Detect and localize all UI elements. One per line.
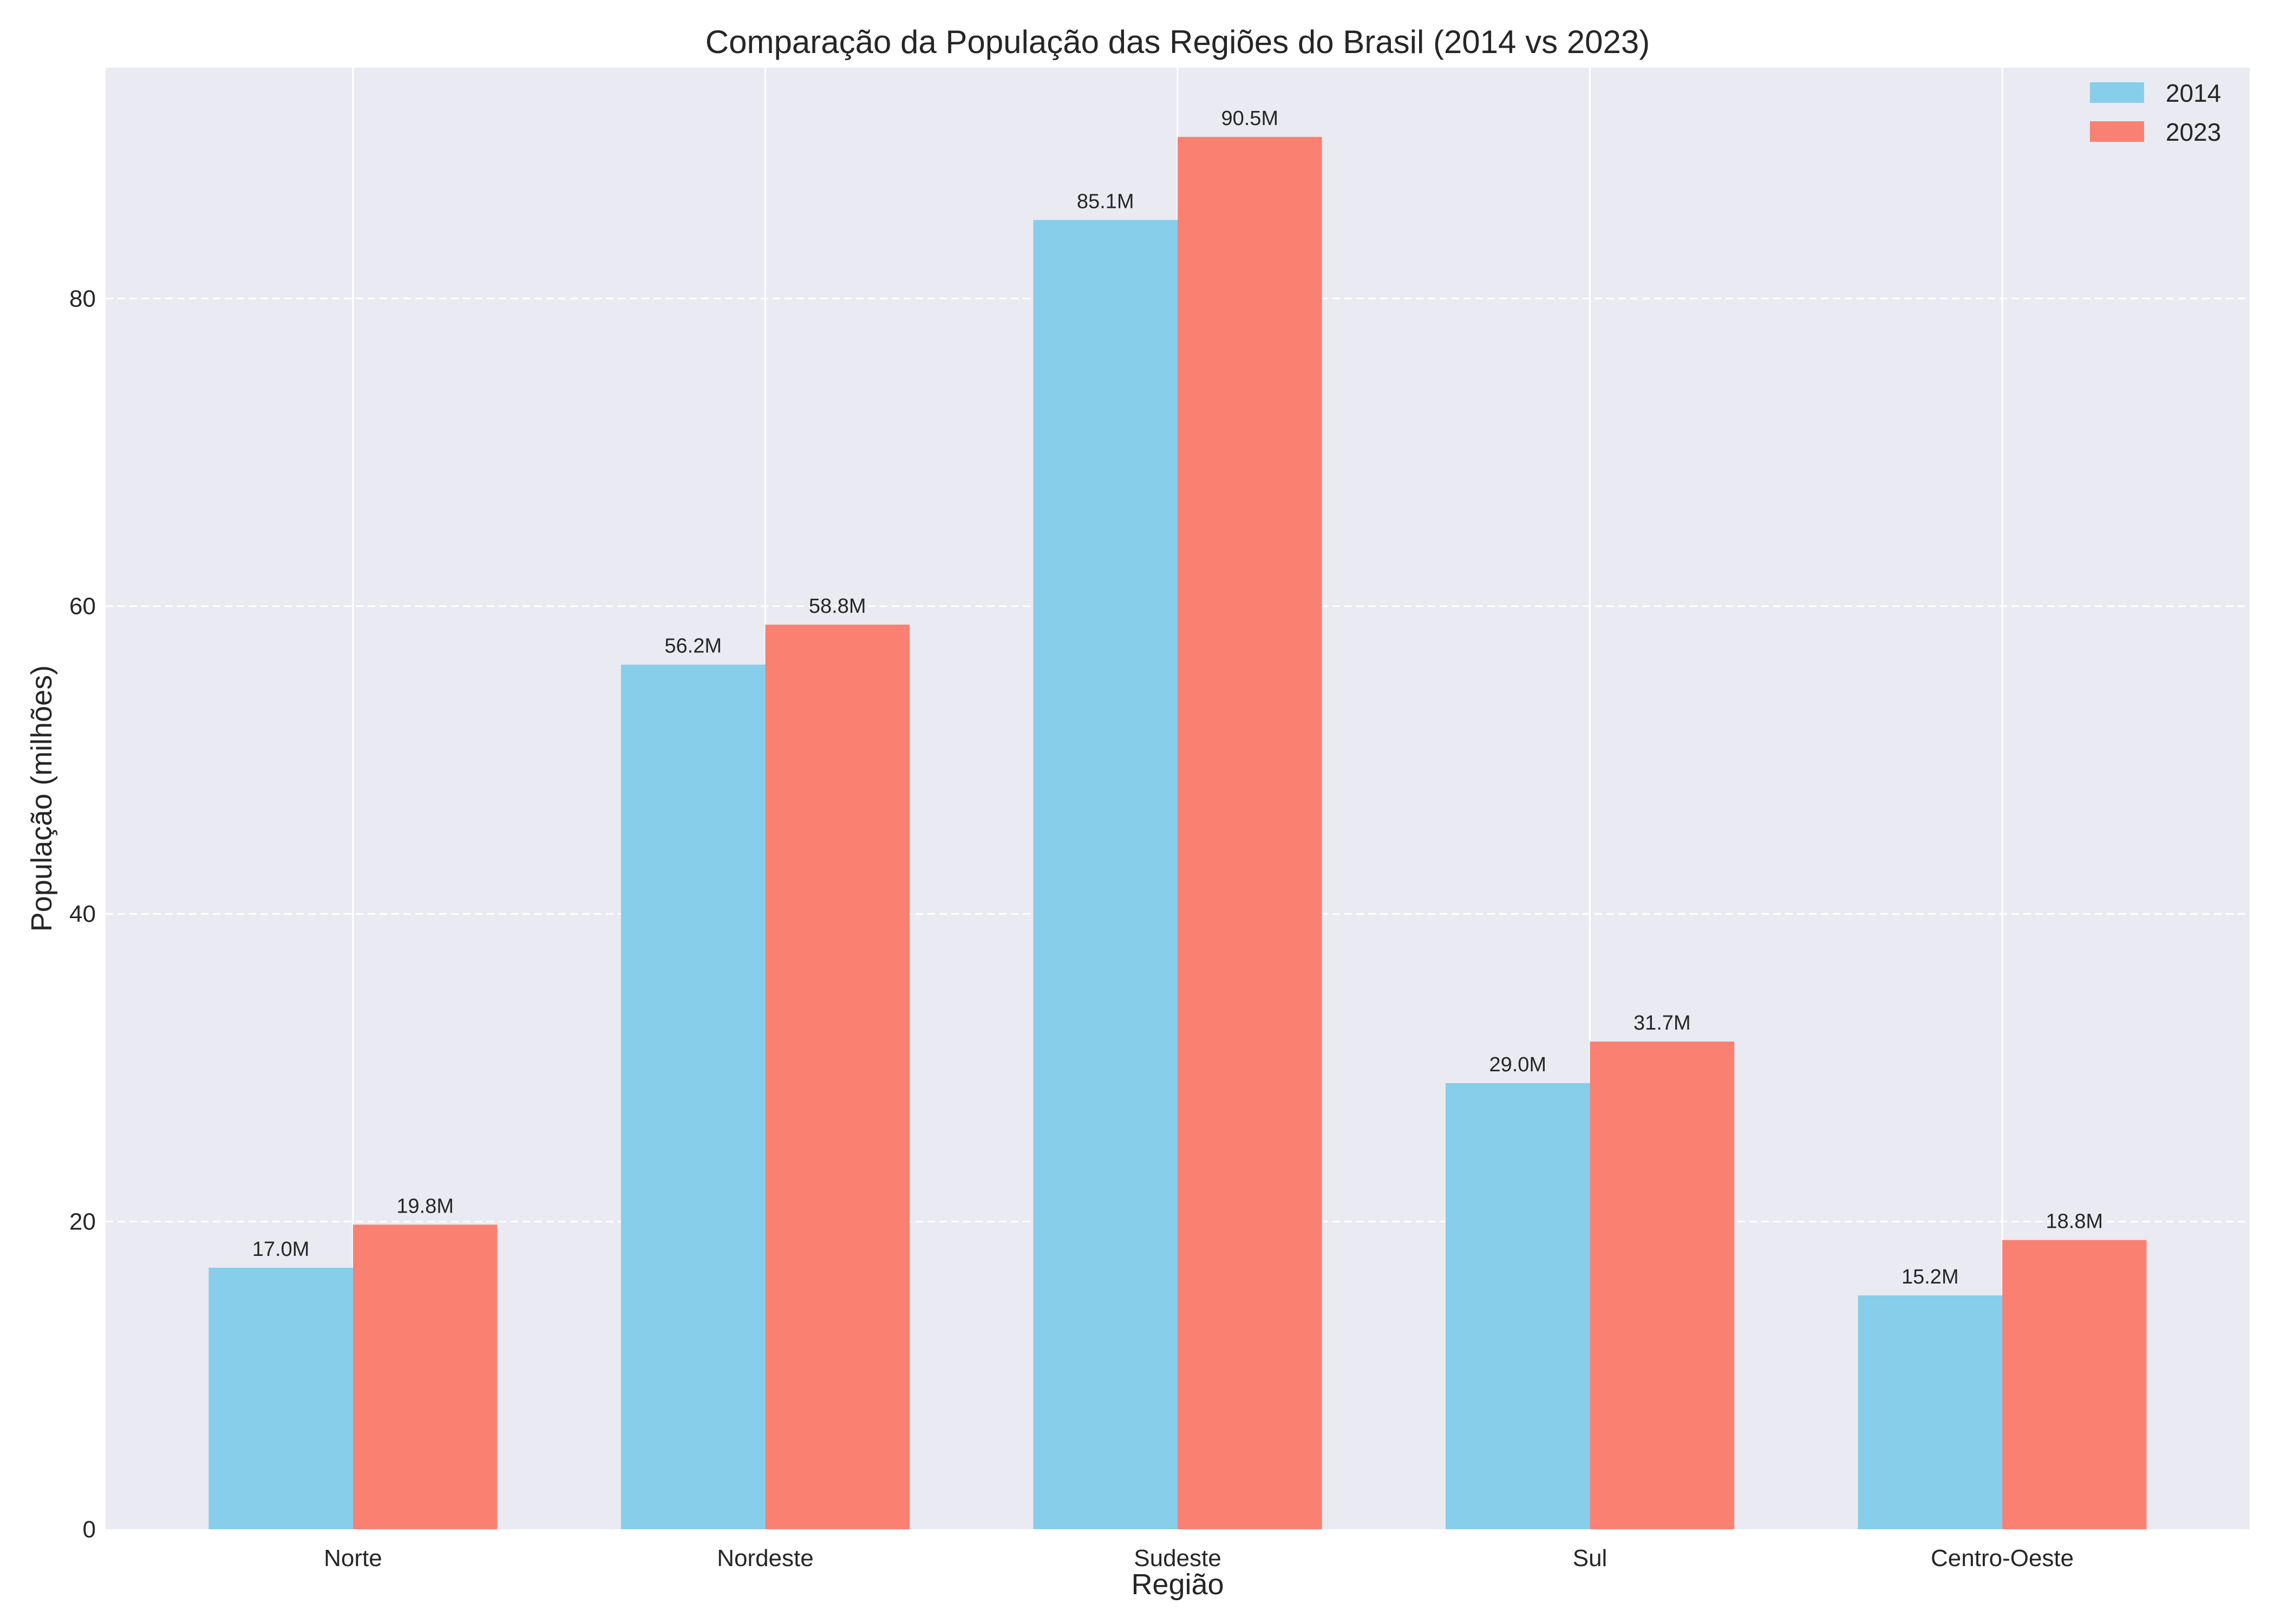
bar-value-labels: 17.0M 56.2M 85.1M 29.0M 15.2M 19.8M 58.8M 90.5M…	[252, 107, 2103, 1288]
bar-2023-Sul	[1590, 1042, 1735, 1529]
legend: 2014 2023	[2090, 79, 2221, 146]
legend-label: 2014	[2166, 79, 2221, 107]
bar-2023-Norte	[352, 1224, 498, 1529]
x-tick-label: Sul	[1573, 1545, 1608, 1571]
bar-value-label: 18.8M	[2046, 1210, 2103, 1233]
legend-label: 2023	[2166, 118, 2221, 146]
legend-swatch-2014	[2090, 82, 2144, 103]
bars	[208, 136, 2147, 1529]
bar-value-label: 19.8M	[396, 1195, 454, 1217]
y-tick-label: 0	[83, 1516, 96, 1543]
bar-value-label: 85.1M	[1077, 190, 1134, 213]
x-tick-label: Nordeste	[717, 1545, 814, 1571]
y-tick-label: 60	[69, 593, 96, 620]
y-tick-label: 20	[69, 1209, 96, 1235]
bar-2014-Centro-Oeste	[1858, 1295, 2003, 1529]
x-tick-label: Norte	[324, 1545, 382, 1571]
bar-2023-Centro-Oeste	[2002, 1240, 2147, 1529]
bar-value-label: 29.0M	[1489, 1053, 1546, 1076]
legend-swatch-2023	[2090, 121, 2144, 142]
y-axis-label: População (milhões)	[25, 665, 58, 932]
bar-value-label: 58.8M	[809, 595, 866, 618]
bar-2014-Sudeste	[1033, 220, 1178, 1529]
x-axis-label: Região	[1131, 1568, 1224, 1601]
bar-value-label: 56.2M	[664, 635, 722, 658]
bar-value-label: 31.7M	[1633, 1012, 1691, 1034]
bar-value-label: 17.0M	[252, 1238, 310, 1261]
chart-title: Comparação da População das Regiões do B…	[705, 24, 1650, 60]
bar-2023-Nordeste	[765, 624, 910, 1529]
x-tick-label: Sudeste	[1134, 1545, 1221, 1571]
x-tick-label: Centro-Oeste	[1931, 1545, 2074, 1571]
bar-2014-Norte	[208, 1267, 353, 1529]
bar-2014-Nordeste	[620, 664, 766, 1529]
y-tick-label: 80	[69, 285, 96, 312]
axis-ticks: Norte Nordeste Sudeste Sul Centro-Oeste 0 20 40…	[69, 285, 2074, 1571]
bar-value-label: 90.5M	[1221, 107, 1278, 130]
bar-2023-Sudeste	[1178, 136, 1322, 1529]
y-tick-label: 40	[69, 901, 96, 927]
bar-2014-Sul	[1446, 1083, 1590, 1529]
bar-value-label: 15.2M	[1901, 1266, 1959, 1288]
